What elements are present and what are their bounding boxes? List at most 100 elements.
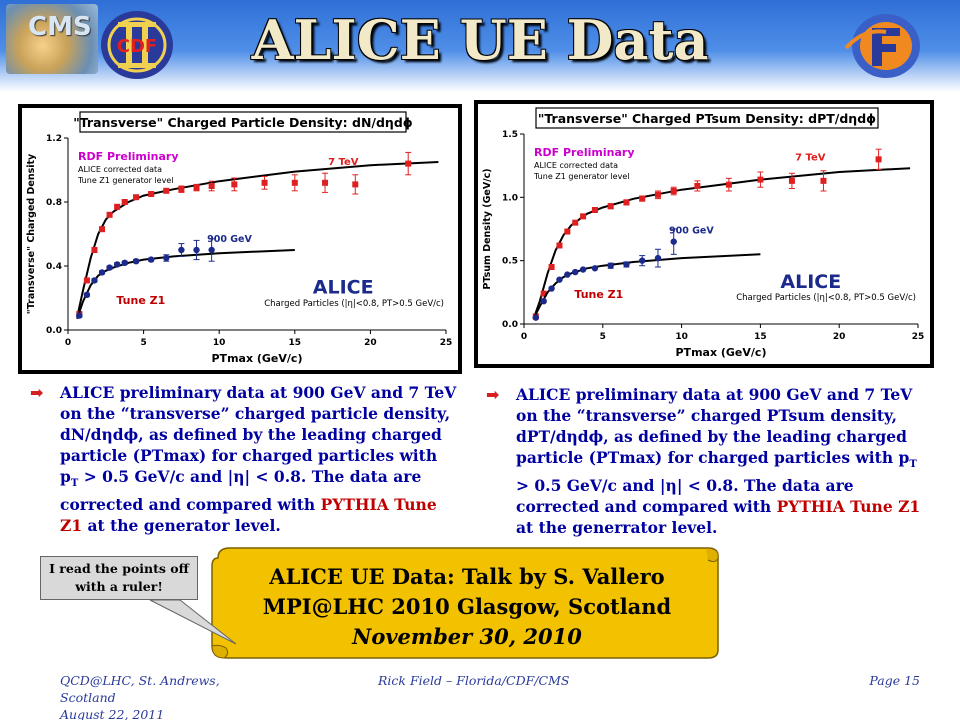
cms-logo-text: CMS [28, 12, 92, 42]
scroll-line-talk: ALICE UE Data: Talk by S. Vallero [269, 564, 665, 589]
annotation-experiment: ALICE [780, 271, 841, 293]
data-point-900gev [76, 312, 83, 319]
bullet-right-part2: > 0.5 GeV/c and |η| < 0.8. The data are … [516, 476, 854, 517]
plot-frame-right: "Transverse" Charged PTsum Density: dPT/… [474, 100, 934, 368]
x-tick-label: 10 [213, 338, 226, 348]
data-point-7tev [405, 160, 412, 167]
data-point-900gev [556, 276, 563, 283]
tune-z1-curve-900gev [532, 253, 761, 320]
data-point-900gev [91, 277, 98, 284]
y-tick-label: 0.0 [502, 320, 518, 330]
footer-page-number: Page 15 [869, 673, 920, 688]
chart-title-box [79, 111, 407, 133]
scroll-line-date: November 30, 2010 [352, 624, 582, 649]
data-point-7tev [163, 187, 170, 194]
scroll-banner [211, 547, 719, 659]
bullet-right-highlight: PYTHIA Tune Z1 [776, 497, 921, 517]
data-point-7tev [725, 181, 732, 188]
data-point-7tev [540, 290, 547, 297]
x-tick-label: 0 [65, 338, 71, 348]
data-point-7tev [564, 228, 571, 235]
y-tick-label: 0.5 [502, 257, 518, 267]
data-point-900gev [548, 285, 555, 292]
x-tick-label: 20 [833, 332, 846, 342]
series-label-900gev: 900 GeV [669, 226, 714, 237]
annotation-note2: Tune Z1 generator level [77, 176, 173, 185]
data-point-900gev [132, 258, 140, 265]
cdf-logo-text: CDF [117, 36, 157, 57]
series-label-7tev: 7 TeV [328, 157, 359, 168]
x-tick-label: 25 [912, 332, 925, 342]
data-point-7tev [114, 203, 121, 210]
data-point-7tev [352, 181, 359, 188]
data-point-900gev [121, 259, 128, 266]
data-point-7tev [607, 203, 614, 210]
data-point-7tev [106, 211, 113, 218]
plot-frame-left: "Transverse" Charged Particle Density: d… [18, 104, 462, 374]
x-tick-label: 0 [521, 332, 527, 342]
x-axis-label: PTmax (GeV/c) [676, 346, 767, 359]
data-point-7tev [670, 188, 677, 194]
data-point-7tev [639, 195, 646, 202]
data-point-7tev [591, 207, 598, 213]
data-point-900gev [623, 261, 630, 268]
annotation-note2: Tune Z1 generator level [533, 172, 629, 181]
data-point-7tev [178, 186, 185, 193]
y-tick-label: 1.5 [502, 130, 518, 140]
data-point-7tev [788, 177, 795, 184]
slide-title: ALICE UE Data [251, 8, 709, 72]
footer-venue: QCD@LHC, St. Andrews, Scotland August 22… [60, 672, 260, 720]
data-point-7tev [548, 264, 555, 270]
x-tick-label: 5 [140, 338, 146, 348]
data-point-7tev [291, 179, 298, 186]
data-point-900gev [178, 246, 185, 254]
data-point-900gev [670, 238, 677, 245]
annotation-note1: ALICE corrected data [78, 165, 162, 174]
bullet-left-part1: ALICE preliminary data at 900 GeV and 7 … [60, 383, 457, 486]
bullet-right-part1: ALICE preliminary data at 900 GeV and 7 … [516, 385, 913, 467]
data-point-900gev [607, 262, 614, 269]
data-point-7tev [694, 182, 701, 189]
y-tick-label: 0.4 [46, 262, 62, 272]
chart-title-box [535, 107, 879, 129]
data-point-900gev [579, 266, 587, 273]
tune-z1-curve-7tev [76, 161, 439, 318]
footer-venue-line1: QCD@LHC, St. Andrews, Scotland [60, 673, 220, 705]
series-label-7tev: 7 TeV [795, 153, 826, 164]
footer-author: Rick Field – Florida/CDF/CMS [378, 673, 570, 688]
chart-ptsum-density: "Transverse" Charged PTsum Density: dPT/… [482, 107, 925, 359]
y-tick-label: 1.2 [46, 134, 62, 144]
annotation-prelim: RDF Preliminary [534, 146, 635, 159]
data-point-7tev [121, 199, 128, 205]
data-point-7tev [261, 179, 268, 186]
x-axis-label: PTmax (GeV/c) [212, 352, 303, 365]
annotation-cuts: Charged Particles (|η|<0.8, PT>0.5 GeV/c… [736, 293, 916, 303]
annotation-tune: Tune Z1 [574, 288, 623, 301]
bullet-arrow-icon: ➡ [30, 383, 44, 402]
x-tick-label: 10 [675, 332, 688, 342]
data-point-900gev [540, 298, 547, 305]
data-point-900gev [163, 254, 170, 262]
data-point-7tev [148, 191, 155, 197]
data-point-900gev [83, 291, 91, 298]
data-point-7tev [757, 176, 764, 183]
y-tick-label: 1.0 [502, 193, 518, 203]
series-label-900gev: 900 GeV [207, 234, 252, 245]
annotation-tune: Tune Z1 [116, 294, 165, 307]
bullet-right-text: ALICE preliminary data at 900 GeV and 7 … [516, 384, 924, 538]
y-tick-label: 0.8 [46, 198, 62, 208]
data-point-7tev [820, 177, 827, 184]
ruler-callout: I read the points off with a ruler! [40, 556, 198, 600]
data-point-7tev [654, 191, 661, 198]
data-point-7tev [91, 247, 98, 253]
x-tick-label: 15 [754, 332, 767, 342]
data-point-900gev [654, 254, 662, 262]
data-point-7tev [572, 219, 579, 226]
y-tick-label: 0.0 [46, 326, 62, 336]
chart-title: "Transverse" Charged Particle Density: d… [73, 115, 413, 130]
annotation-prelim: RDF Preliminary [78, 150, 179, 163]
data-point-900gev [639, 257, 646, 264]
bullet-left-part2: > 0.5 GeV/c and |η| < 0.8. The data are … [60, 467, 422, 515]
data-point-900gev [106, 264, 113, 271]
data-point-7tev [875, 156, 882, 163]
